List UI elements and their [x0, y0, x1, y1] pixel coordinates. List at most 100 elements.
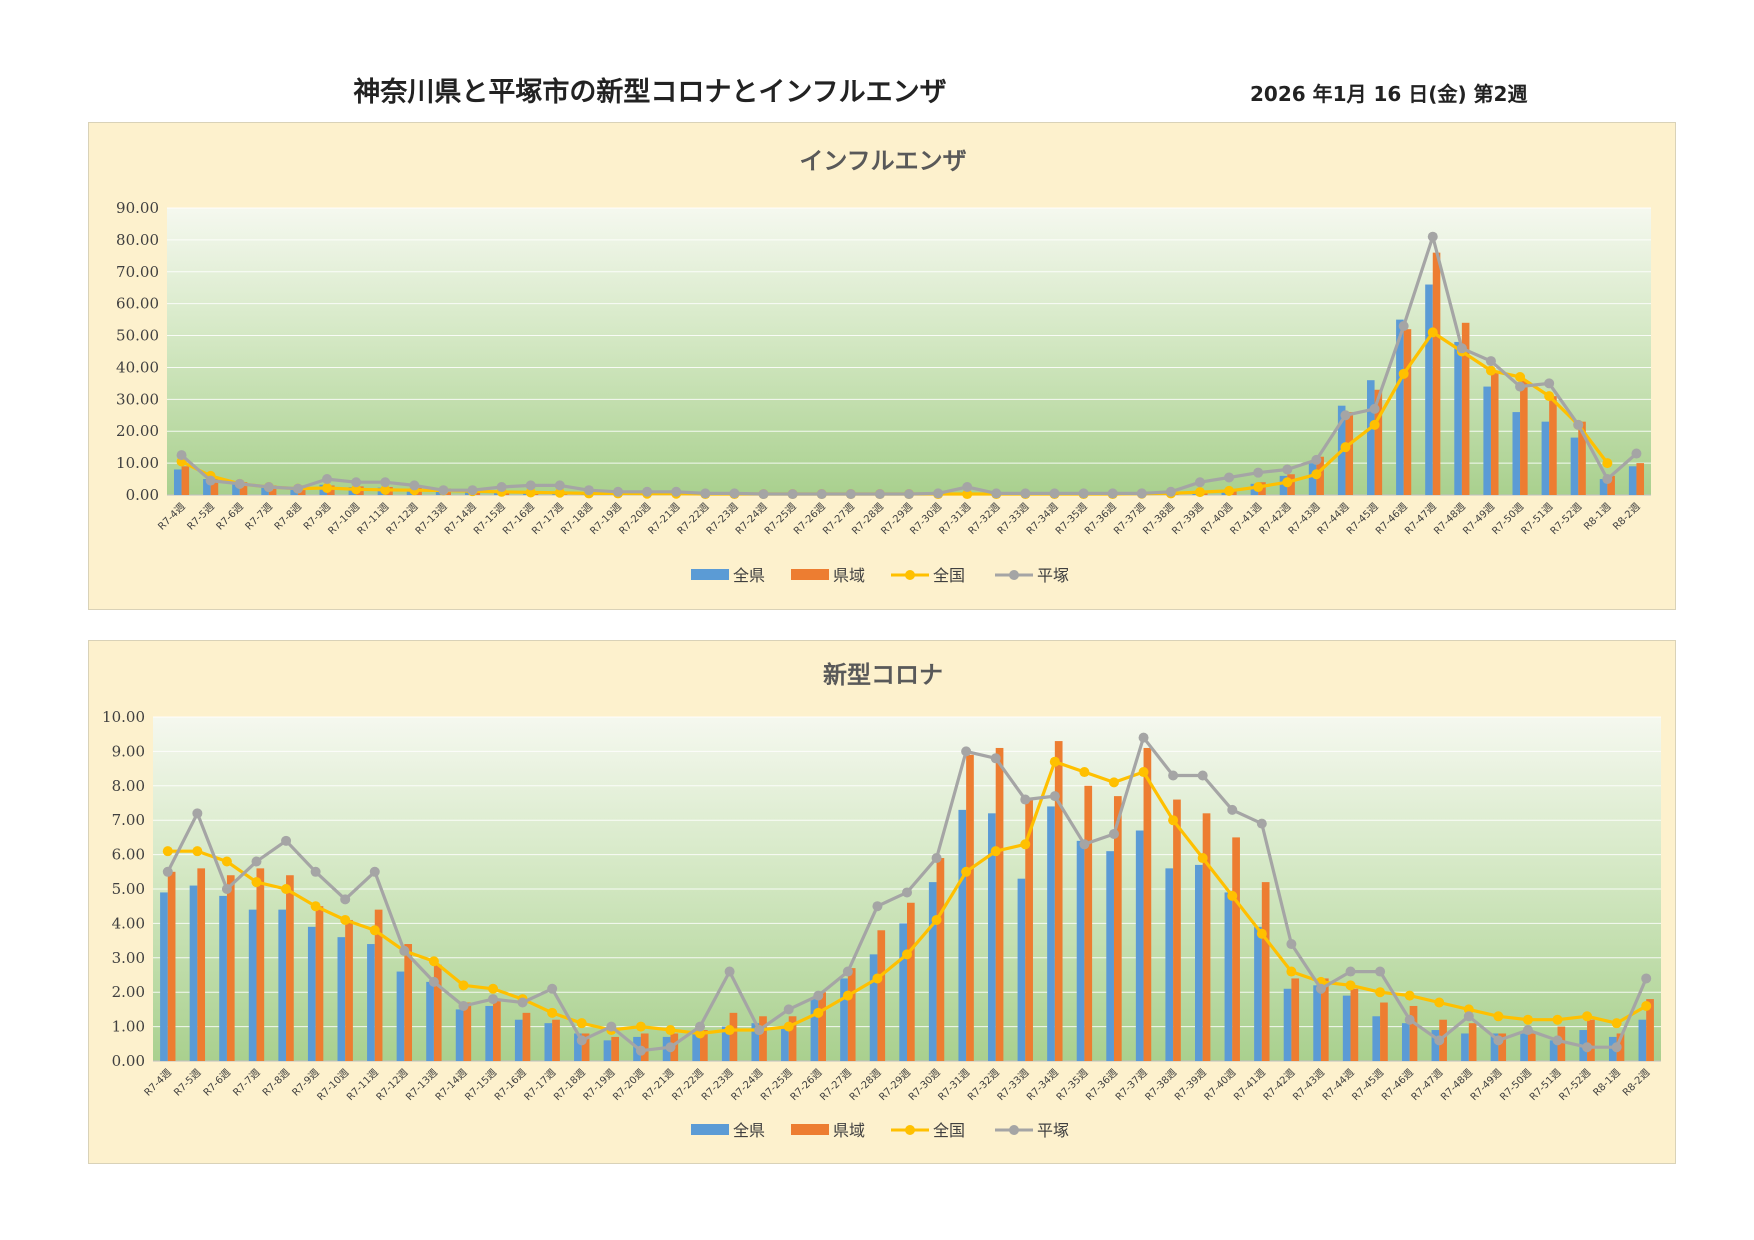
bar-zenken — [396, 971, 405, 1061]
point-zenkoku — [1582, 1011, 1593, 1022]
point-hiratsuka — [292, 483, 303, 494]
point-zenkoku — [813, 1007, 824, 1018]
bar-zenken — [1401, 1023, 1410, 1061]
bar-zenken — [899, 923, 907, 1061]
point-hiratsuka — [1136, 488, 1147, 499]
point-hiratsuka — [1224, 472, 1235, 483]
legend-label: 平塚 — [1037, 1121, 1069, 1140]
point-hiratsuka — [205, 475, 216, 486]
point-zenkoku — [1427, 327, 1438, 338]
bar-kenki — [1646, 999, 1654, 1061]
x-tick-label: R7-28週 — [847, 1067, 884, 1104]
point-hiratsuka — [1404, 1014, 1415, 1025]
report-date: 2026 年1月 16 日(金) 第2週 — [1250, 82, 1528, 106]
x-tick-label: R7-46週 — [1379, 1067, 1416, 1104]
bar-zenken — [426, 981, 434, 1061]
bar-zenken — [544, 1023, 553, 1061]
point-hiratsuka — [665, 1042, 676, 1053]
bar-zenken — [781, 1026, 789, 1061]
point-hiratsuka — [671, 486, 682, 497]
y-tick-label: 10.00 — [116, 454, 159, 472]
point-hiratsuka — [962, 482, 973, 493]
point-zenkoku — [1522, 1014, 1533, 1025]
point-zenkoku — [1463, 1004, 1474, 1015]
bar-kenki — [1527, 1033, 1536, 1061]
bar-kenki — [788, 1016, 797, 1061]
point-hiratsuka — [1197, 770, 1208, 781]
point-hiratsuka — [1369, 403, 1380, 414]
point-hiratsuka — [496, 482, 507, 493]
x-tick-label: R7-38週 — [1143, 1067, 1180, 1104]
bar-zenken — [1425, 284, 1433, 495]
y-tick-label: 70.00 — [116, 263, 159, 281]
point-zenkoku — [990, 846, 1001, 857]
point-hiratsuka — [635, 1045, 646, 1056]
point-zenkoku — [783, 1021, 794, 1032]
point-hiratsuka — [547, 983, 558, 994]
point-hiratsuka — [816, 489, 827, 500]
bar-kenki — [433, 964, 442, 1061]
point-hiratsuka — [369, 866, 380, 877]
legend-label: 全国 — [933, 566, 965, 585]
bar-kenki — [759, 1016, 767, 1061]
legend-label: 全県 — [733, 1121, 765, 1140]
bar-series-kenki — [181, 252, 1645, 495]
bar-zenken — [1461, 1033, 1469, 1061]
point-hiratsuka — [525, 480, 536, 491]
point-zenkoku — [380, 484, 391, 495]
x-tick-label: R7-24週 — [729, 1067, 766, 1104]
point-zenkoku — [1253, 482, 1264, 493]
point-hiratsuka — [613, 486, 624, 497]
point-hiratsuka — [428, 976, 439, 987]
point-hiratsuka — [642, 486, 653, 497]
x-tick-label: R7-20週 — [610, 1067, 647, 1104]
point-zenkoku — [221, 856, 232, 867]
y-tick-label: 0.00 — [112, 1052, 145, 1070]
point-hiratsuka — [1515, 381, 1526, 392]
point-zenkoku — [724, 1025, 735, 1036]
x-tick-label: R7-44週 — [1320, 1067, 1357, 1104]
x-tick-label: R7-11週 — [344, 1067, 381, 1104]
bar-kenki — [1587, 1019, 1595, 1061]
bar-kenki — [1350, 988, 1359, 1061]
point-hiratsuka — [842, 966, 853, 977]
point-hiratsuka — [1020, 794, 1031, 805]
point-hiratsuka — [961, 746, 972, 757]
x-tick-label: R7-29週 — [877, 1067, 914, 1104]
legend-label: 県域 — [833, 1121, 865, 1140]
point-hiratsuka — [409, 480, 420, 491]
x-tick-label: R7-21週 — [640, 1067, 677, 1104]
point-hiratsuka — [783, 1004, 794, 1015]
point-hiratsuka — [1138, 732, 1149, 743]
point-hiratsuka — [1522, 1025, 1533, 1036]
bar-zenken — [1483, 386, 1491, 495]
x-tick-label: R7-26週 — [788, 1067, 825, 1104]
x-tick-label: R7-42週 — [1261, 1067, 1298, 1104]
bar-kenki — [877, 930, 886, 1061]
bar-zenken — [751, 1023, 760, 1061]
point-zenkoku — [902, 949, 912, 960]
legend-swatch — [791, 569, 829, 580]
point-hiratsuka — [700, 488, 711, 499]
point-hiratsuka — [1108, 828, 1119, 839]
x-tick-label: R7-52週 — [1548, 501, 1585, 538]
point-hiratsuka — [729, 488, 740, 499]
point-zenkoku — [547, 1007, 558, 1018]
bar-zenken — [1512, 412, 1521, 495]
point-hiratsuka — [251, 856, 262, 867]
point-zenkoku — [1345, 980, 1356, 991]
bar-zenken — [1342, 995, 1351, 1061]
bar-kenki — [522, 1012, 531, 1061]
bar-zenken — [1541, 421, 1550, 495]
x-tick-label: R7-14週 — [433, 1067, 470, 1104]
point-zenkoku — [1340, 442, 1351, 453]
x-tick-label: R7-13週 — [403, 1067, 440, 1104]
point-zenkoku — [1256, 928, 1267, 939]
legend-marker — [905, 570, 915, 580]
x-tick-label: R8-2週 — [1611, 501, 1643, 533]
bar-kenki — [463, 1002, 472, 1061]
bar-kenki — [1409, 1005, 1418, 1061]
bar-zenken — [1490, 1033, 1499, 1061]
bar-zenken — [928, 882, 937, 1061]
point-hiratsuka — [351, 477, 362, 488]
